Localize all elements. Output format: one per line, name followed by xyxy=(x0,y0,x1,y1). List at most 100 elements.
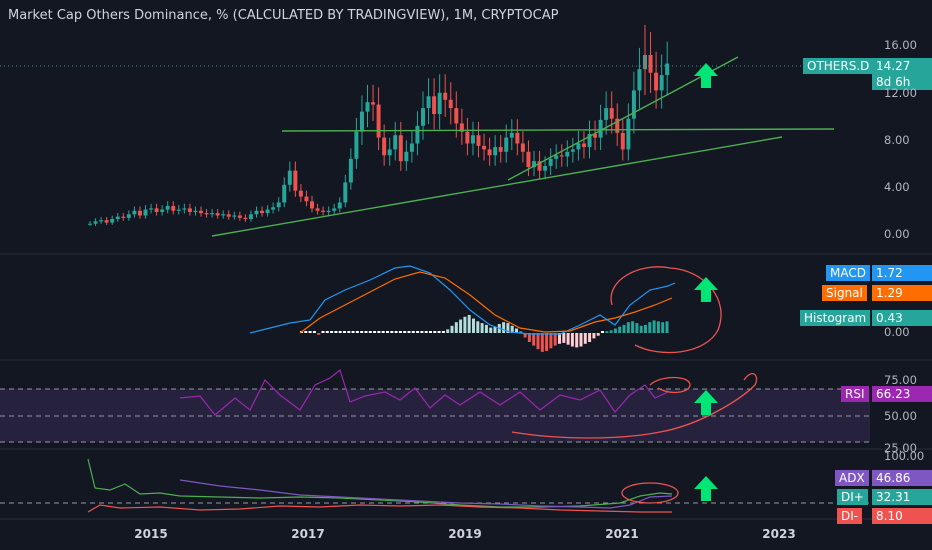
histogram-bar xyxy=(373,331,377,333)
candle-body xyxy=(88,223,92,225)
histogram-bar xyxy=(549,333,553,349)
candle-body xyxy=(326,210,331,212)
adx-label: ADX xyxy=(835,470,869,486)
histogram-bar xyxy=(588,333,592,342)
candle-body xyxy=(387,149,392,156)
histogram-bar xyxy=(330,331,334,333)
histogram-bar xyxy=(510,325,514,333)
histogram-bar xyxy=(489,327,493,333)
diminus-label: DI- xyxy=(837,508,863,524)
candle-body xyxy=(176,209,181,211)
histogram-bar xyxy=(317,333,321,335)
candle-body xyxy=(354,131,359,159)
red-circle-annotation-icon xyxy=(621,482,679,504)
histogram-bar xyxy=(312,331,316,333)
candle-body xyxy=(498,147,503,152)
candle-body xyxy=(115,216,120,220)
candle-body xyxy=(121,216,126,218)
x-axis-label: 2023 xyxy=(762,527,796,541)
histogram-bar xyxy=(394,331,398,333)
histogram-bar xyxy=(613,328,617,333)
candle-body xyxy=(343,182,348,203)
histogram-bar xyxy=(364,331,368,333)
candle-body xyxy=(182,208,187,210)
histogram-bar xyxy=(502,322,506,333)
histogram-bar xyxy=(639,325,643,333)
candle-body xyxy=(304,196,309,202)
candle-body xyxy=(487,149,492,156)
histogram-bar xyxy=(566,333,570,345)
macd-tick: 0.00 xyxy=(884,325,910,339)
candle-body xyxy=(482,145,487,150)
rsi-tick: 50.00 xyxy=(884,409,917,423)
candle-body xyxy=(532,161,536,168)
green-up-arrow-icon xyxy=(694,390,718,415)
histogram-bar xyxy=(381,331,385,333)
candle-body xyxy=(149,208,154,210)
histogram-bar xyxy=(601,331,604,333)
candle-body xyxy=(659,75,664,91)
histogram-bar xyxy=(446,329,450,333)
rsi-value: 66.23 xyxy=(872,386,932,402)
candle-body xyxy=(298,190,303,197)
histogram-bar xyxy=(648,322,652,333)
candle-body xyxy=(576,143,581,150)
candle-body xyxy=(559,155,564,157)
histogram-value: 0.43 xyxy=(872,310,932,326)
signal-line xyxy=(299,271,673,334)
candle-body xyxy=(232,215,237,217)
candle-body xyxy=(310,201,314,209)
candle-body xyxy=(143,209,148,216)
candle-body xyxy=(554,155,559,159)
diminus-value: 8.10 xyxy=(872,508,932,524)
candle-body xyxy=(432,96,437,114)
candle-body xyxy=(265,209,270,214)
macd-value: 1.72 xyxy=(872,265,932,281)
candle-body xyxy=(620,132,625,150)
candle-body xyxy=(365,102,370,112)
candle-body xyxy=(543,165,548,171)
candle-body xyxy=(426,96,431,109)
candle-body xyxy=(315,208,320,211)
histogram-bar xyxy=(558,333,561,344)
histogram-bar xyxy=(553,333,557,346)
histogram-bar xyxy=(536,333,540,350)
candle-body xyxy=(359,111,364,132)
histogram-bar xyxy=(403,331,407,333)
horizontal-resistance-line xyxy=(281,128,835,132)
di-plus-line xyxy=(87,458,673,508)
candle-body xyxy=(637,69,642,91)
candle-body xyxy=(171,206,176,211)
candle-body xyxy=(504,137,509,152)
candle-body xyxy=(609,108,614,119)
histogram-bar xyxy=(570,333,574,347)
histogram-bar xyxy=(493,326,497,333)
last-price-tag: 14.27 xyxy=(872,58,932,74)
x-axis-label: 2017 xyxy=(291,527,325,541)
histogram-bar xyxy=(605,331,609,333)
candle-body xyxy=(443,92,448,100)
candle-body xyxy=(248,214,253,220)
price-tick: 12.00 xyxy=(884,86,917,100)
histogram-bar xyxy=(338,331,342,333)
candle-body xyxy=(221,214,226,216)
candle-body xyxy=(204,213,209,215)
histogram-bar xyxy=(609,330,613,333)
candle-body xyxy=(465,131,470,144)
candle-body xyxy=(132,210,137,215)
histogram-bar xyxy=(583,333,587,344)
histogram-bar xyxy=(484,324,488,333)
candle-body xyxy=(459,123,464,132)
histogram-bar xyxy=(472,318,475,333)
candle-body xyxy=(160,209,165,212)
histogram-bar xyxy=(532,333,536,346)
candle-body xyxy=(104,220,109,223)
candle-body xyxy=(598,119,603,138)
candle-body xyxy=(254,210,259,215)
candle-body xyxy=(537,161,542,171)
candle-body xyxy=(93,221,98,224)
histogram-bar xyxy=(360,331,364,333)
candle-body xyxy=(260,210,265,214)
candle-body xyxy=(587,134,592,148)
